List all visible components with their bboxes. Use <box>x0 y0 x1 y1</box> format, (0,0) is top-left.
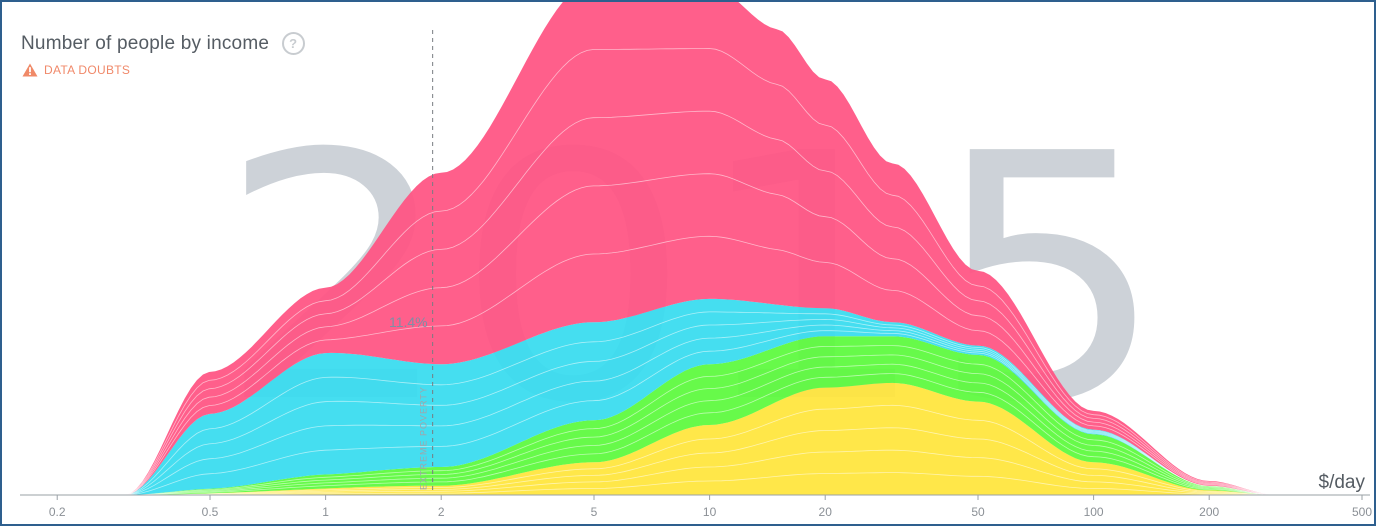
data-doubts-link[interactable]: DATA DOUBTS <box>22 63 130 77</box>
x-tick-label: 200 <box>1199 505 1219 519</box>
x-axis-label: $/day <box>1319 472 1366 493</box>
area-series-4-country-line <box>20 48 1362 496</box>
area-series-4-country-line <box>20 110 1362 496</box>
area-series-3-country-line <box>20 330 1362 496</box>
stacked-areas <box>20 2 1362 496</box>
x-axis-ticks: 0.2 0.5 1 2 5 10 20 50 100 200 500 <box>49 495 1372 519</box>
x-tick-label: 0.5 <box>202 505 219 519</box>
area-series-2-country-line <box>20 354 1362 496</box>
area-series-1-country-line <box>20 427 1362 496</box>
data-doubts-label: DATA DOUBTS <box>44 63 131 77</box>
warning-triangle-icon <box>22 63 38 77</box>
area-series-3-country-line <box>20 311 1362 496</box>
x-tick-label: 1 <box>322 505 329 519</box>
area-series-3-country-line <box>20 324 1362 496</box>
area-series-3[interactable] <box>20 298 1362 495</box>
area-series-1-country-line <box>20 449 1362 496</box>
x-tick-label: 10 <box>703 505 717 519</box>
x-tick-label: 50 <box>971 505 985 519</box>
area-series-4[interactable] <box>20 2 1362 495</box>
poverty-line-label: EXTREME POVERTY <box>419 386 429 490</box>
area-series-3-country-line <box>20 318 1362 496</box>
question-icon[interactable]: ? <box>281 32 305 55</box>
x-tick-label: 0.2 <box>49 505 66 519</box>
area-series-1-country-line <box>20 404 1362 496</box>
chart-title: Number of people by income <box>21 32 270 54</box>
poverty-share-label: 11.4% <box>389 314 428 330</box>
area-series-2-country-line <box>20 363 1362 496</box>
x-tick-label: 500 <box>1352 505 1372 519</box>
x-tick-label: 20 <box>819 505 833 519</box>
area-series-2-country-line <box>20 345 1362 496</box>
x-tick-label: 2 <box>438 505 445 519</box>
area-series-4-country-line <box>20 173 1362 496</box>
area-series-4-country-line <box>20 235 1362 496</box>
area-series-2-country-line <box>20 373 1362 496</box>
area-series-1-country-line <box>20 472 1362 496</box>
title-bar: Number of people by income ? <box>21 32 305 55</box>
x-tick-label: 5 <box>591 505 598 519</box>
x-tick-label: 100 <box>1084 505 1104 519</box>
